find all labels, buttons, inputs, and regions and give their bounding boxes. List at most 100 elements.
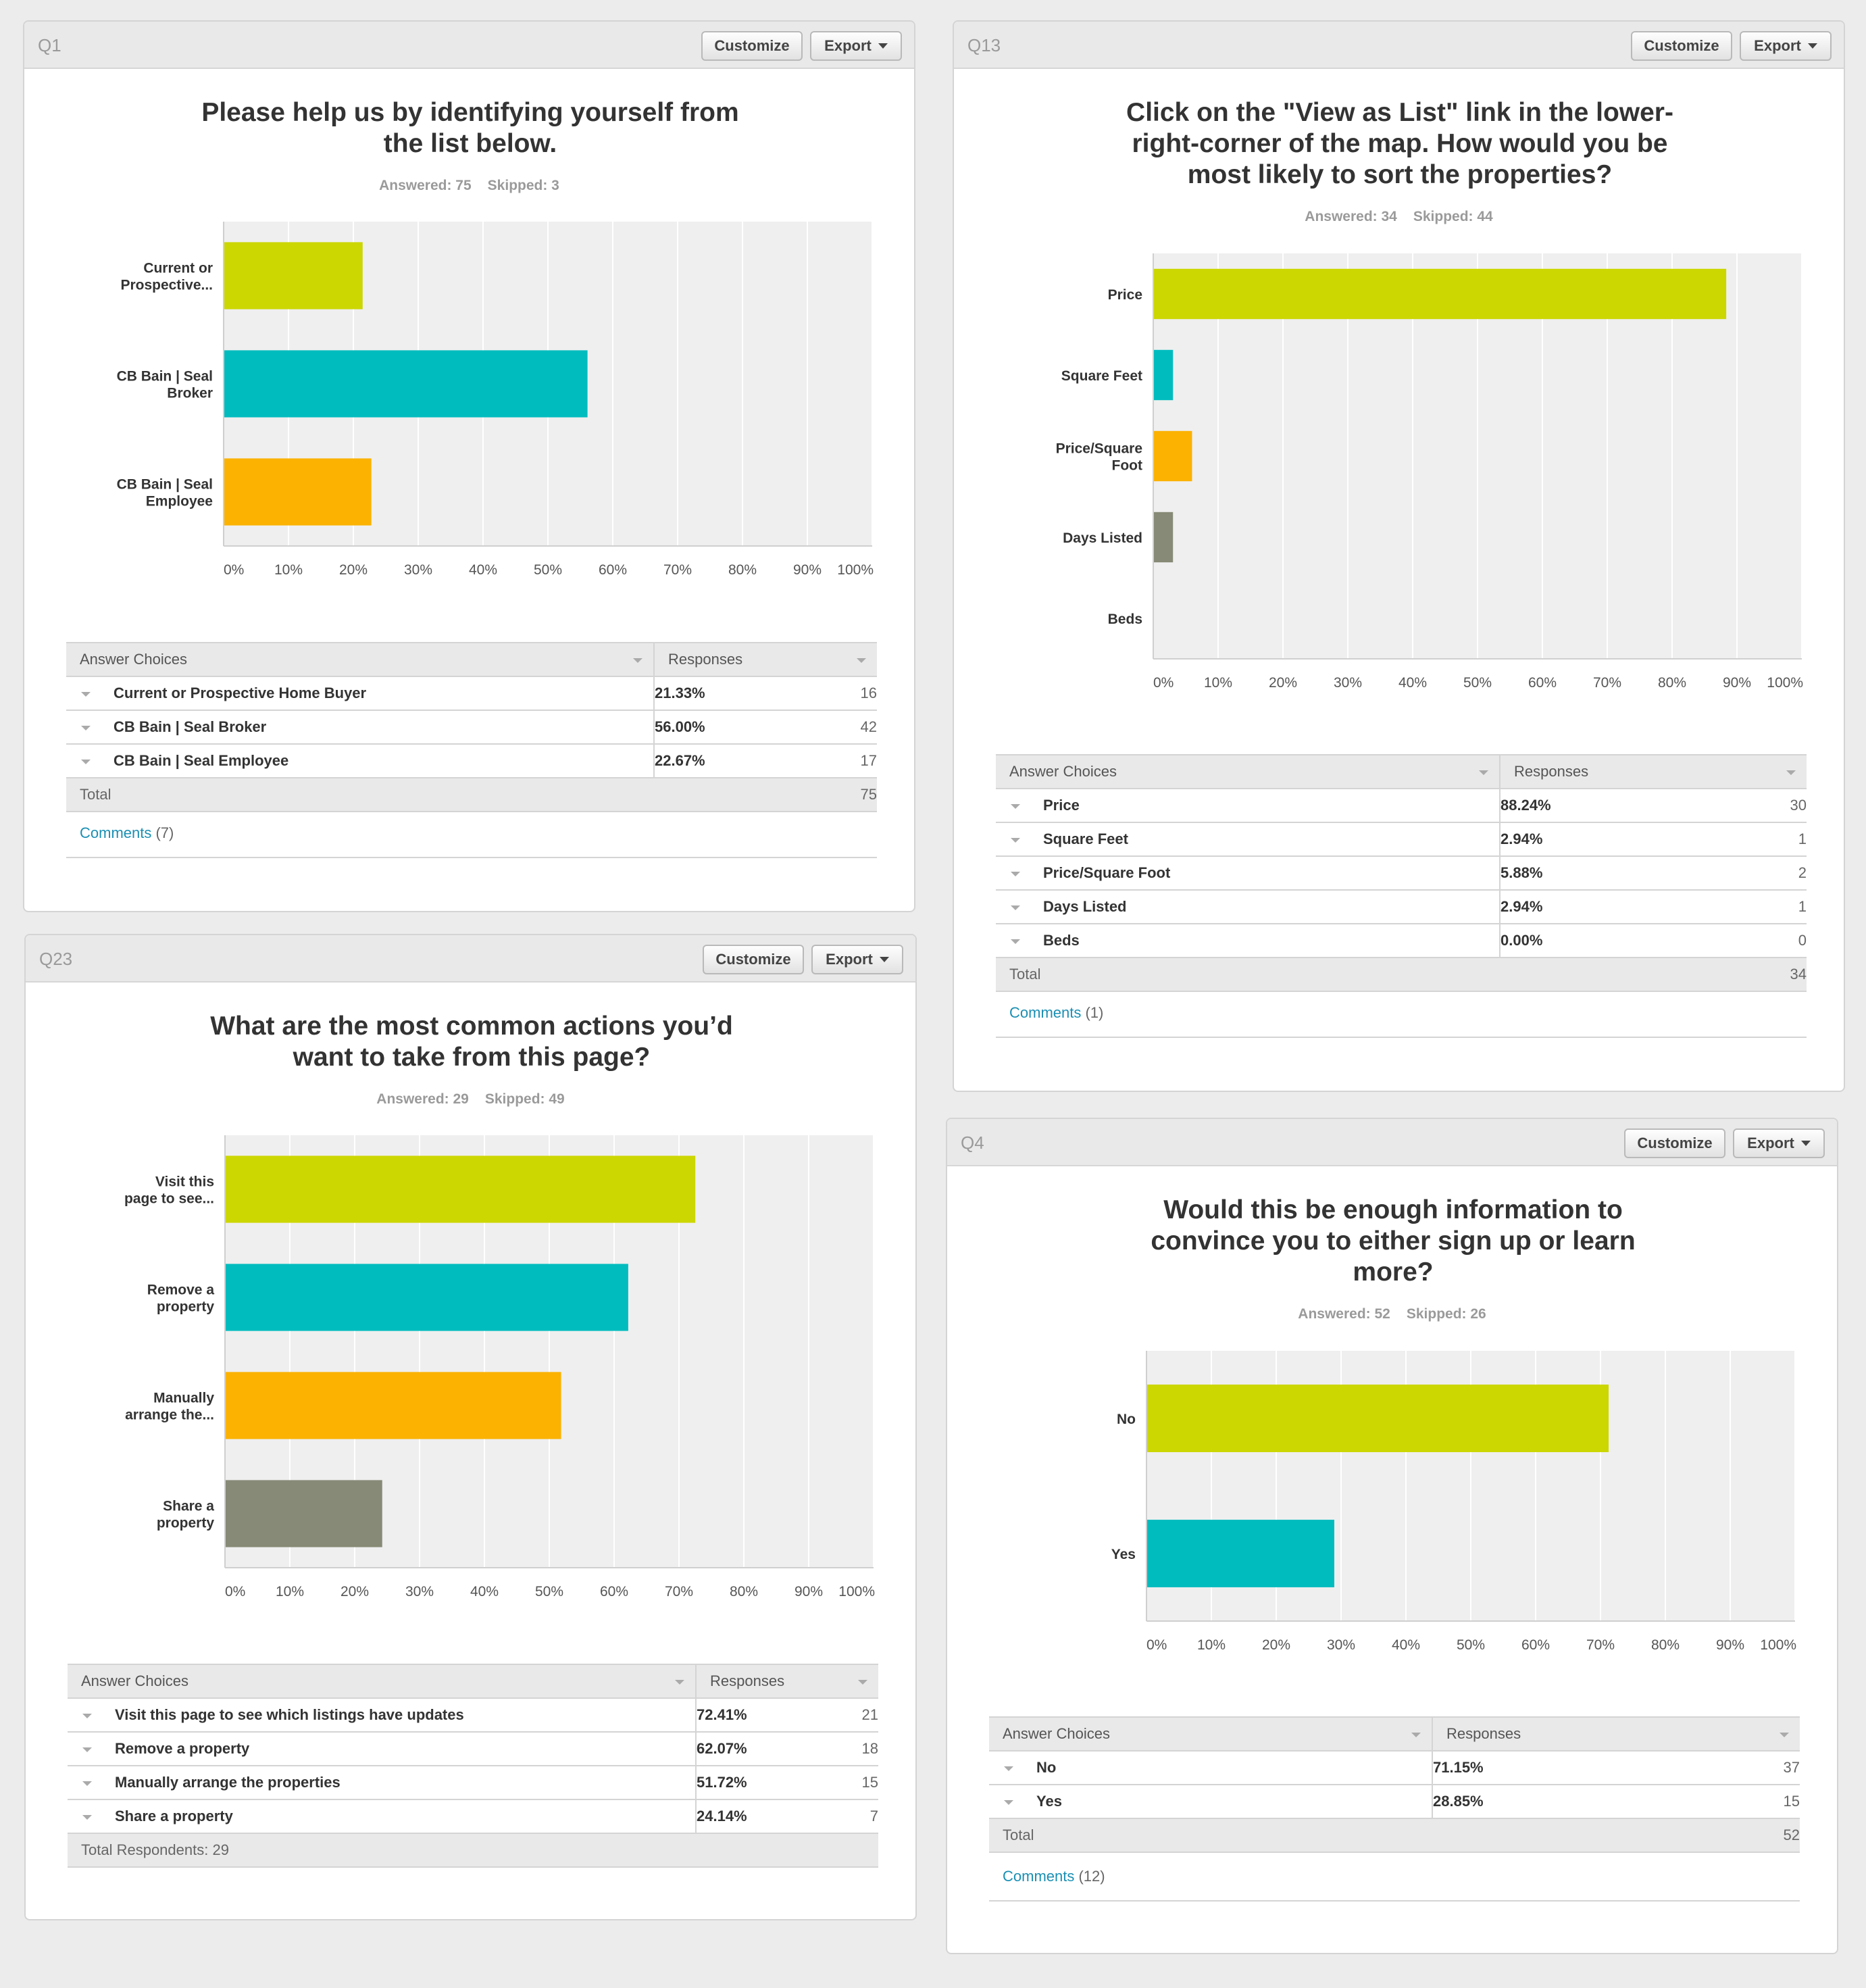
comments-link[interactable]: Comments [80, 824, 152, 841]
question-title-line: right-corner of the map. How would you b… [1132, 129, 1668, 158]
total-row: Total 52 [989, 1818, 1800, 1853]
responses-header[interactable]: Responses [696, 1664, 878, 1699]
question-panel-q4: Q4 Customize Export Would this be enough… [946, 1118, 1838, 1954]
choice-cell: No [989, 1751, 1433, 1785]
sort-arrow-icon [1780, 1733, 1789, 1737]
bar-chart: 0% 10% 20% 30% 40% 50% 60% 70% 80% 90% 100% No Yes [1111, 1351, 1796, 1653]
customize-button[interactable]: Customize [701, 31, 803, 61]
question-number: Q4 [961, 1133, 984, 1153]
total-label: Total [989, 1818, 1432, 1853]
table-row: Days Listed 2.94% 1 [996, 890, 1807, 924]
expand-arrow-icon[interactable] [1011, 838, 1020, 843]
expand-arrow-icon[interactable] [1004, 1800, 1013, 1805]
table-row: Manually arrange the properties 51.72% 1… [68, 1766, 878, 1800]
header-label: Answer Choices [80, 651, 187, 668]
x-tick-label: 40% [1398, 675, 1427, 691]
comments-link[interactable]: Comments [1003, 1868, 1075, 1885]
question-title-line: Please help us by identifying yourself f… [201, 98, 739, 127]
bar-chart: 0% 10% 20% 30% 40% 50% 60% 70% 80% 90% 100% Current… [117, 222, 874, 578]
expand-arrow-icon[interactable] [1011, 905, 1020, 910]
choice-cell: Share a property [68, 1799, 697, 1834]
expand-arrow-icon[interactable] [81, 726, 91, 730]
expand-arrow-icon[interactable] [82, 1781, 92, 1786]
choice-cell: CB Bain | Seal Broker [66, 710, 655, 745]
choice-cell: Days Listed [996, 890, 1501, 924]
x-tick-label: 70% [663, 562, 692, 578]
choice-label: Current or Prospective Home Buyer [114, 685, 367, 701]
expand-arrow-icon[interactable] [82, 1747, 92, 1752]
choice-cell: Current or Prospective Home Buyer [66, 676, 655, 711]
choice-label: Remove a property [115, 1740, 250, 1757]
x-tick-label: 80% [1651, 1637, 1680, 1653]
expand-arrow-icon[interactable] [1011, 939, 1020, 944]
bar [1154, 430, 1192, 482]
skipped-count: Skipped: 44 [1413, 209, 1493, 224]
response-count: 42 [822, 710, 877, 745]
header-label: Answer Choices [81, 1672, 188, 1689]
category-label: Price/Square [1056, 441, 1142, 457]
response-percent: 21.33% [654, 676, 823, 711]
customize-button[interactable]: Customize [1624, 1128, 1725, 1158]
bar [1154, 512, 1174, 563]
expand-arrow-icon[interactable] [1011, 804, 1020, 809]
choice-label: Visit this page to see which listings ha… [115, 1706, 464, 1723]
total-spacer [654, 778, 823, 812]
sort-arrow-icon [1479, 770, 1488, 775]
question-title-line: convince you to either sign up or learn [1151, 1226, 1636, 1256]
answer-table: Answer Choices Responses Current or Pros… [66, 642, 877, 812]
x-tick-label: 40% [469, 562, 497, 578]
expand-arrow-icon[interactable] [81, 760, 91, 764]
bar-chart: 0% 10% 20% 30% 40% 50% 60% 70% 80% 90% 100% Price Sq… [1056, 253, 1803, 691]
x-tick-label: 90% [1723, 675, 1751, 691]
x-tick-label: 0% [1153, 675, 1174, 691]
question-title-line: the list below. [383, 129, 557, 158]
response-count: 15 [1709, 1785, 1800, 1819]
choice-cell: Beds [996, 924, 1501, 958]
export-button[interactable]: Export [810, 31, 902, 61]
x-tick-label: 0% [225, 1584, 245, 1599]
header-label: Responses [1446, 1725, 1521, 1742]
answer-stats: Answered: 34 Skipped: 44 [954, 209, 1844, 225]
choice-cell: Visit this page to see which listings ha… [68, 1698, 697, 1733]
response-count: 18 [833, 1732, 878, 1766]
comments-link[interactable]: Comments [1009, 1004, 1082, 1021]
expand-arrow-icon[interactable] [82, 1714, 92, 1718]
choice-label: Manually arrange the properties [115, 1774, 341, 1791]
responses-header[interactable]: Responses [654, 642, 877, 677]
customize-button[interactable]: Customize [1631, 31, 1732, 61]
response-percent: 28.85% [1432, 1785, 1710, 1819]
category-label: arrange the... [125, 1408, 214, 1423]
response-percent: 56.00% [654, 710, 823, 745]
export-button[interactable]: Export [1733, 1128, 1825, 1158]
x-tick-label: 0% [224, 562, 244, 578]
x-tick-label: 50% [534, 562, 562, 578]
responses-header[interactable]: Responses [1432, 1716, 1800, 1751]
question-title: Would this be enough information to conv… [1069, 1195, 1717, 1288]
customize-button[interactable]: Customize [703, 945, 804, 974]
export-button[interactable]: Export [1740, 31, 1832, 61]
answer-choices-header[interactable]: Answer Choices [68, 1664, 697, 1699]
expand-arrow-icon[interactable] [81, 692, 91, 697]
export-label: Export [826, 951, 873, 968]
response-count: 17 [822, 744, 877, 778]
sort-arrow-icon [675, 1680, 684, 1685]
response-percent: 88.24% [1500, 789, 1732, 823]
export-button[interactable]: Export [811, 945, 903, 974]
header-label: Responses [1514, 763, 1589, 780]
comments-count: (1) [1085, 1004, 1104, 1021]
answer-choices-header[interactable]: Answer Choices [989, 1716, 1433, 1751]
question-title: Click on the "View as List" link in the … [1076, 97, 1724, 191]
category-label: page to see... [124, 1191, 214, 1207]
response-count: 37 [1709, 1751, 1800, 1785]
table-row: Visit this page to see which listings ha… [68, 1698, 878, 1733]
bar [226, 1372, 561, 1439]
answer-choices-header[interactable]: Answer Choices [66, 642, 655, 677]
responses-header[interactable]: Responses [1500, 754, 1807, 789]
answer-choices-header[interactable]: Answer Choices [996, 754, 1501, 789]
total-count: 34 [1731, 958, 1807, 992]
expand-arrow-icon[interactable] [82, 1815, 92, 1820]
total-row: Total 75 [66, 778, 877, 812]
expand-arrow-icon[interactable] [1004, 1766, 1013, 1771]
expand-arrow-icon[interactable] [1011, 872, 1020, 876]
response-percent: 24.14% [696, 1799, 834, 1834]
